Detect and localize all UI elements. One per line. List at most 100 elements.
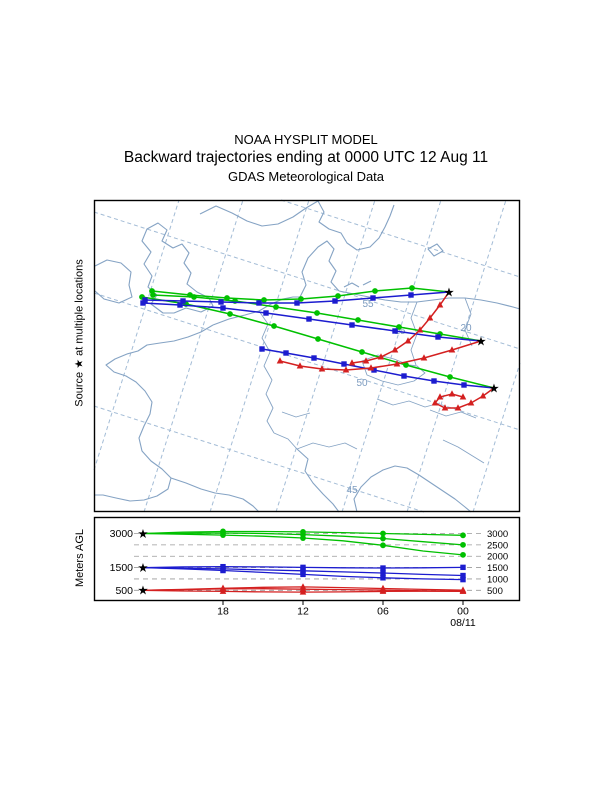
trajectory-marker-triangle bbox=[459, 586, 467, 593]
trajectory-marker-triangle bbox=[448, 390, 456, 397]
trajectory-marker-triangle bbox=[391, 346, 399, 353]
coastline-adriatic bbox=[353, 465, 472, 513]
time-tick-label: 00 bbox=[457, 606, 469, 618]
trajectory-marker-circle bbox=[447, 374, 453, 380]
trajectory-marker-circle bbox=[380, 542, 386, 549]
trajectory-marker-square bbox=[332, 298, 338, 304]
agl-right-label: 3000 bbox=[487, 529, 508, 540]
trajectory-marker-square bbox=[311, 355, 317, 361]
trajectory-marker-circle bbox=[150, 292, 156, 298]
coastline-baltic-south bbox=[338, 290, 521, 310]
trajectory-marker-circle bbox=[315, 336, 321, 342]
trajectory-marker-square bbox=[460, 576, 466, 583]
time-tick-label: 06 bbox=[377, 606, 389, 618]
trajectory-marker-square bbox=[283, 350, 289, 356]
trajectory-marker-square bbox=[177, 302, 183, 308]
time-tick-label: 18 bbox=[217, 606, 229, 618]
trajectory-marker-square bbox=[392, 328, 398, 334]
trajectory-marker-circle bbox=[314, 310, 320, 316]
model-title: NOAA HYSPLIT MODEL bbox=[234, 132, 378, 147]
trajectory-marker-square bbox=[461, 382, 467, 388]
coastline-norway bbox=[199, 200, 319, 227]
source-star-icon: ★ bbox=[137, 561, 148, 575]
trajectory-marker-triangle bbox=[276, 357, 284, 364]
graticule bbox=[93, 199, 521, 513]
trajectory-marker-square bbox=[401, 373, 407, 379]
agl-left-label: 1500 bbox=[110, 562, 134, 574]
trajectory-marker-circle bbox=[380, 535, 386, 542]
trajectory-marker-square bbox=[341, 361, 347, 367]
trajectory-marker-circle bbox=[271, 323, 277, 329]
title-block: NOAA HYSPLIT MODEL Backward trajectories… bbox=[0, 131, 612, 185]
source-star-icon: ★ bbox=[443, 285, 454, 299]
time-tick-label: 12 bbox=[297, 606, 309, 618]
trajectory-marker-square bbox=[142, 297, 148, 303]
trajectory-marker-square bbox=[300, 564, 306, 571]
island-gotland bbox=[427, 243, 444, 257]
trajectory-marker-triangle bbox=[362, 357, 370, 364]
trajectory-title: Backward trajectories ending at 0000 UTC… bbox=[123, 149, 489, 166]
trajectory-marker-triangle bbox=[436, 301, 444, 308]
trajectory-marker-triangle bbox=[431, 399, 439, 406]
border-balkans bbox=[442, 439, 485, 464]
trajectory-marker-triangle bbox=[436, 393, 444, 400]
border-poland-east bbox=[464, 297, 473, 347]
graticule-meridian-0 bbox=[143, 199, 244, 513]
trajectory-marker-square bbox=[300, 568, 306, 574]
trajectory-marker-circle bbox=[460, 551, 466, 558]
trajectory-marker-square bbox=[140, 300, 146, 306]
trajectory-marker-square bbox=[460, 572, 466, 579]
trajectory-marker-triangle bbox=[299, 583, 307, 590]
border-swiss bbox=[281, 411, 311, 418]
trajectory-marker-circle bbox=[273, 304, 279, 310]
trajectory-marker-circle bbox=[359, 349, 365, 355]
graticule-meridian-10e bbox=[275, 199, 376, 513]
trajectory-marker-triangle bbox=[219, 587, 227, 594]
source-star-icon: ★ bbox=[475, 334, 486, 348]
map-grid-label: 50 bbox=[356, 378, 368, 389]
map-grid-label: 45 bbox=[346, 485, 358, 496]
trajectory-marker-triangle bbox=[367, 364, 375, 371]
trajectory-marker-square bbox=[408, 292, 414, 298]
danish-islands bbox=[343, 282, 360, 288]
trajectory-marker-circle bbox=[191, 294, 197, 300]
border-hungary bbox=[429, 409, 477, 419]
trajectory-marker-square bbox=[460, 564, 466, 571]
map-grid-label: 55 bbox=[362, 299, 374, 310]
graticule-parallel-45 bbox=[93, 405, 425, 513]
map-frame bbox=[93, 199, 521, 513]
trajectory-marker-circle bbox=[403, 362, 409, 368]
graticule-meridian-15e bbox=[341, 199, 442, 513]
trajectory-marker-triangle bbox=[219, 584, 227, 591]
coastline-italy-west bbox=[296, 448, 340, 513]
trajectory-marker-circle bbox=[460, 541, 466, 548]
graticule-meridian-25e bbox=[472, 362, 521, 513]
trajectory-marker-square bbox=[218, 299, 224, 305]
trajectory-marker-square bbox=[259, 346, 265, 352]
trajectory-marker-triangle bbox=[348, 359, 356, 366]
trajectory-marker-circle bbox=[355, 317, 361, 323]
border-austria bbox=[376, 398, 441, 408]
europe-map-outlines bbox=[94, 200, 521, 513]
trajectory-marker-square bbox=[349, 322, 355, 328]
agl-left-label: 500 bbox=[115, 585, 133, 597]
trajectory-marker-square bbox=[380, 570, 386, 576]
trajectory-marker-triangle bbox=[416, 326, 424, 333]
map-grid-label: 20 bbox=[460, 323, 472, 334]
trajectory-marker-triangle bbox=[426, 314, 434, 321]
met-data-title: GDAS Meteorological Data bbox=[227, 169, 385, 184]
agl-left-label: 3000 bbox=[110, 528, 134, 540]
coastline-sweden bbox=[317, 200, 395, 251]
coastline-jutland bbox=[299, 240, 340, 298]
agl-right-label: 2500 bbox=[487, 540, 508, 551]
trajectory-marker-triangle bbox=[404, 337, 412, 344]
trajectory-marker-triangle bbox=[299, 588, 307, 595]
trajectory-marker-square bbox=[306, 316, 312, 322]
trajectory-marker-circle bbox=[300, 535, 306, 541]
coastline-north-sea bbox=[212, 296, 300, 326]
trajectory-marker-circle bbox=[335, 293, 341, 299]
danish-islands bbox=[362, 280, 372, 286]
trajectory-marker-square bbox=[431, 378, 437, 384]
